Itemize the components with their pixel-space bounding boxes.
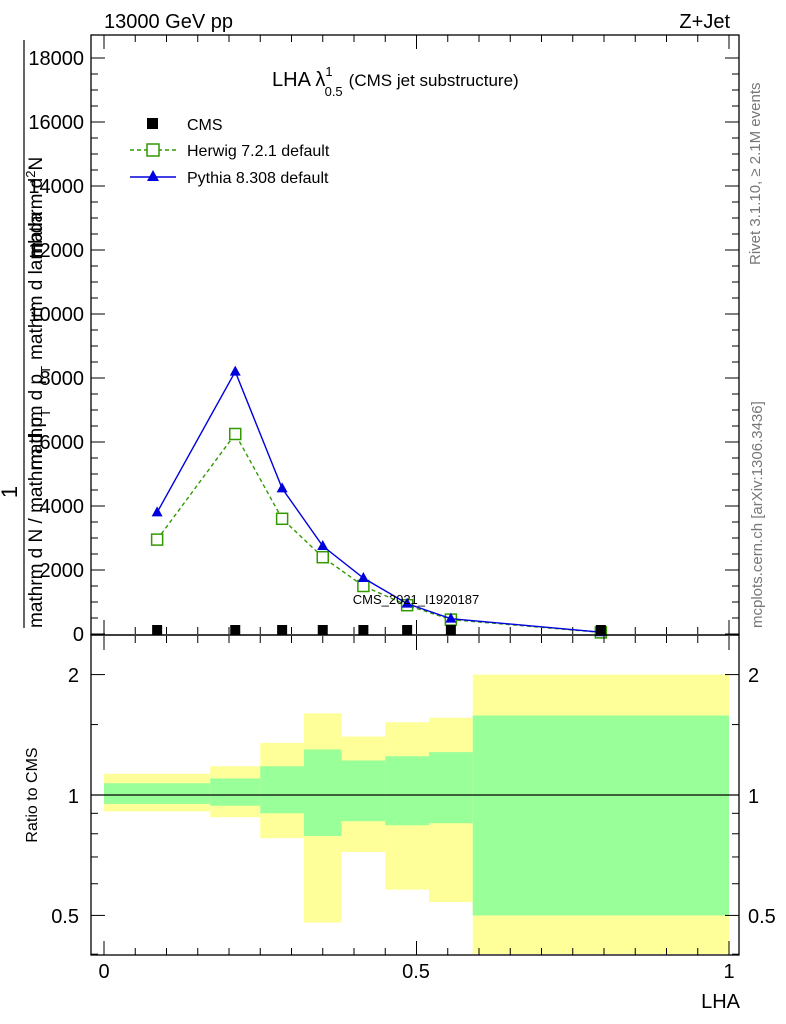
legend-marker-herwig [146,143,160,157]
ratio-ytick-labels: 0.5 1 2 0.5 1 2 [51,665,776,928]
legend-marker-pythia [147,170,159,181]
ratio-green-band-bin-4 [341,760,386,822]
ratio-ytick-2-right: 2 [748,665,759,687]
plot-title: LHA λ1 0.5(CMS jet substructure) [272,64,519,99]
ylabel-denominator: mathrm d pTmathrm d lambda [26,212,53,470]
ytick-label-18000: 18000 [28,48,84,70]
ytick-label-6000: 6000 [40,432,85,454]
ylabel-one: 1 [0,486,22,498]
pythia-point-3 [317,540,329,550]
xtick-labels: 0 0.5 1 [98,961,734,983]
herwig-series-line [156,432,601,634]
ytick-label-10000: 10000 [28,304,84,326]
main-ylabel: 1 mathrm d N / mathrm d pT mathrm d2N ma… [0,40,53,628]
herwig-point-0 [150,533,164,546]
cms-point-2 [277,625,288,635]
pythia-point-4 [357,572,369,582]
ratio-green-band-bin-5 [385,756,429,826]
herwig-point-1 [229,427,242,441]
analysis-watermark: CMS_2021_I1920187 [353,592,480,607]
ytick-label-4000: 4000 [40,496,85,518]
pythia-point-6 [445,612,457,623]
cms-point-6 [445,625,456,635]
cms-point-4 [358,625,369,635]
cms-point-0 [152,625,163,635]
ratio-green-band-bin-6 [429,752,473,824]
ratio-green-band-bin-3 [304,749,342,836]
ylabel-numerator: mathrm d2N [23,157,48,258]
rivet-label: Rivet 3.1.10, ≥ 2.1M events [747,83,764,266]
herwig-point-2 [275,512,289,526]
ytick-label-14000: 14000 [28,176,84,198]
xtick-label-1: 1 [723,961,734,983]
ylabel-left-frac: mathrm d N / mathrm d pT [26,409,53,628]
ratio-ytick-2-left: 2 [68,665,79,687]
ratio-plot-area [91,636,739,955]
pythia-point-0 [151,506,163,517]
ratio-ytick-0.5-left: 0.5 [51,906,79,928]
ytick-label-0: 0 [73,624,84,646]
legend-marker-cms [147,118,158,129]
main-plot-area [91,35,739,639]
cms-point-5 [402,625,413,635]
ytick-label-8000: 8000 [40,368,85,390]
ytick-label-12000: 12000 [28,240,84,262]
ratio-ytick-1-left: 1 [68,786,79,808]
herwig-point-3 [316,550,329,564]
cms-point-3 [317,625,328,635]
main-ytick-labels: 0 2000 4000 6000 8000 10000 12000 14000 … [28,48,84,646]
ratio-green-band-bin-2 [260,766,304,814]
cms-point-7 [595,625,606,635]
pythia-point-5 [401,597,413,608]
ratio-ylabel: Ratio to CMS [24,747,41,842]
herwig-point-4 [357,579,370,593]
ratio-green-band-bin-7 [472,715,729,916]
legend: CMS Herwig 7.2.1 default Pythia 8.308 de… [130,117,330,187]
pythia-series-line [156,369,601,633]
xtick-label-0: 0 [98,961,109,983]
ratio-ytick-1-right: 1 [748,786,759,808]
ratio-green-band-bin-1 [210,778,261,806]
energy-label: 13000 GeV pp [104,11,233,33]
mcplots-label: mcplots.cern.ch [arXiv:1306.3436] [749,401,766,628]
ytick-label-16000: 16000 [28,112,84,134]
xtick-label-0.5: 0.5 [402,961,430,983]
legend-label-cms: CMS [187,117,223,134]
cms-point-1 [230,625,241,635]
legend-label-herwig: Herwig 7.2.1 default [187,143,330,160]
process-label: Z+Jet [679,11,730,33]
ratio-plot-frame [90,634,740,956]
pythia-point-1 [229,365,241,376]
legend-label-pythia: Pythia 8.308 default [187,170,329,187]
pythia-point-2 [276,482,288,493]
ratio-green-band-bin-0 [104,783,211,804]
ratio-ytick-0.5-right: 0.5 [748,906,776,928]
ytick-label-2000: 2000 [40,560,85,582]
x-axis-label: LHA [701,991,741,1013]
